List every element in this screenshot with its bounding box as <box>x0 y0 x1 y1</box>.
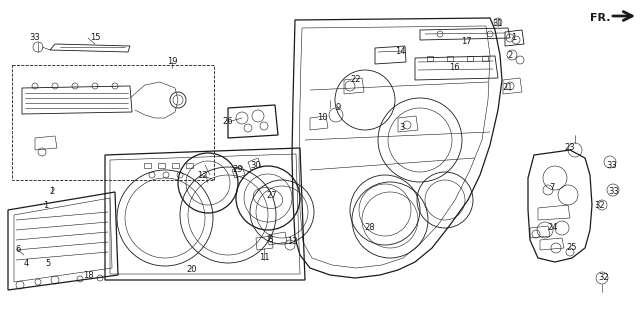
Bar <box>447 56 453 61</box>
Bar <box>158 163 165 168</box>
Text: 33: 33 <box>607 160 618 169</box>
Text: 7: 7 <box>549 183 555 193</box>
Text: 10: 10 <box>317 114 327 123</box>
Text: 12: 12 <box>196 170 207 179</box>
Text: 32: 32 <box>598 274 609 282</box>
Text: 4: 4 <box>24 259 29 267</box>
Text: 14: 14 <box>395 47 405 56</box>
Text: 22: 22 <box>351 76 361 85</box>
Text: 1: 1 <box>44 201 49 209</box>
Text: 17: 17 <box>461 37 471 46</box>
Text: 29: 29 <box>233 165 243 174</box>
Text: 33: 33 <box>29 33 40 42</box>
Text: 6: 6 <box>15 246 20 255</box>
Text: 2: 2 <box>49 188 54 197</box>
Bar <box>172 163 179 168</box>
Text: 19: 19 <box>167 57 177 66</box>
Text: 21: 21 <box>503 84 513 92</box>
Text: 32: 32 <box>595 201 605 209</box>
Text: 16: 16 <box>449 64 460 72</box>
Text: 15: 15 <box>90 33 100 42</box>
Text: 18: 18 <box>83 271 93 280</box>
Text: FR.: FR. <box>589 13 611 23</box>
Text: 27: 27 <box>267 191 277 199</box>
Text: 1: 1 <box>511 33 516 42</box>
Text: 20: 20 <box>187 266 197 275</box>
Text: 31: 31 <box>493 19 503 28</box>
Text: 5: 5 <box>45 259 51 267</box>
Text: 11: 11 <box>259 253 269 262</box>
Text: 8: 8 <box>268 236 273 245</box>
Text: 23: 23 <box>564 144 575 153</box>
Text: 30: 30 <box>251 160 261 169</box>
Bar <box>144 163 151 168</box>
Text: 13: 13 <box>287 237 298 246</box>
Bar <box>467 56 473 61</box>
Text: 26: 26 <box>223 118 234 126</box>
Bar <box>186 163 193 168</box>
Bar <box>482 56 488 61</box>
Text: 9: 9 <box>335 104 340 113</box>
Bar <box>12 65 214 180</box>
Text: 3: 3 <box>399 124 404 133</box>
Text: 2: 2 <box>508 51 513 60</box>
Text: 25: 25 <box>567 243 577 252</box>
Text: 24: 24 <box>548 223 558 232</box>
Text: 33: 33 <box>609 188 620 197</box>
Bar <box>427 56 433 61</box>
Text: 28: 28 <box>365 223 375 232</box>
